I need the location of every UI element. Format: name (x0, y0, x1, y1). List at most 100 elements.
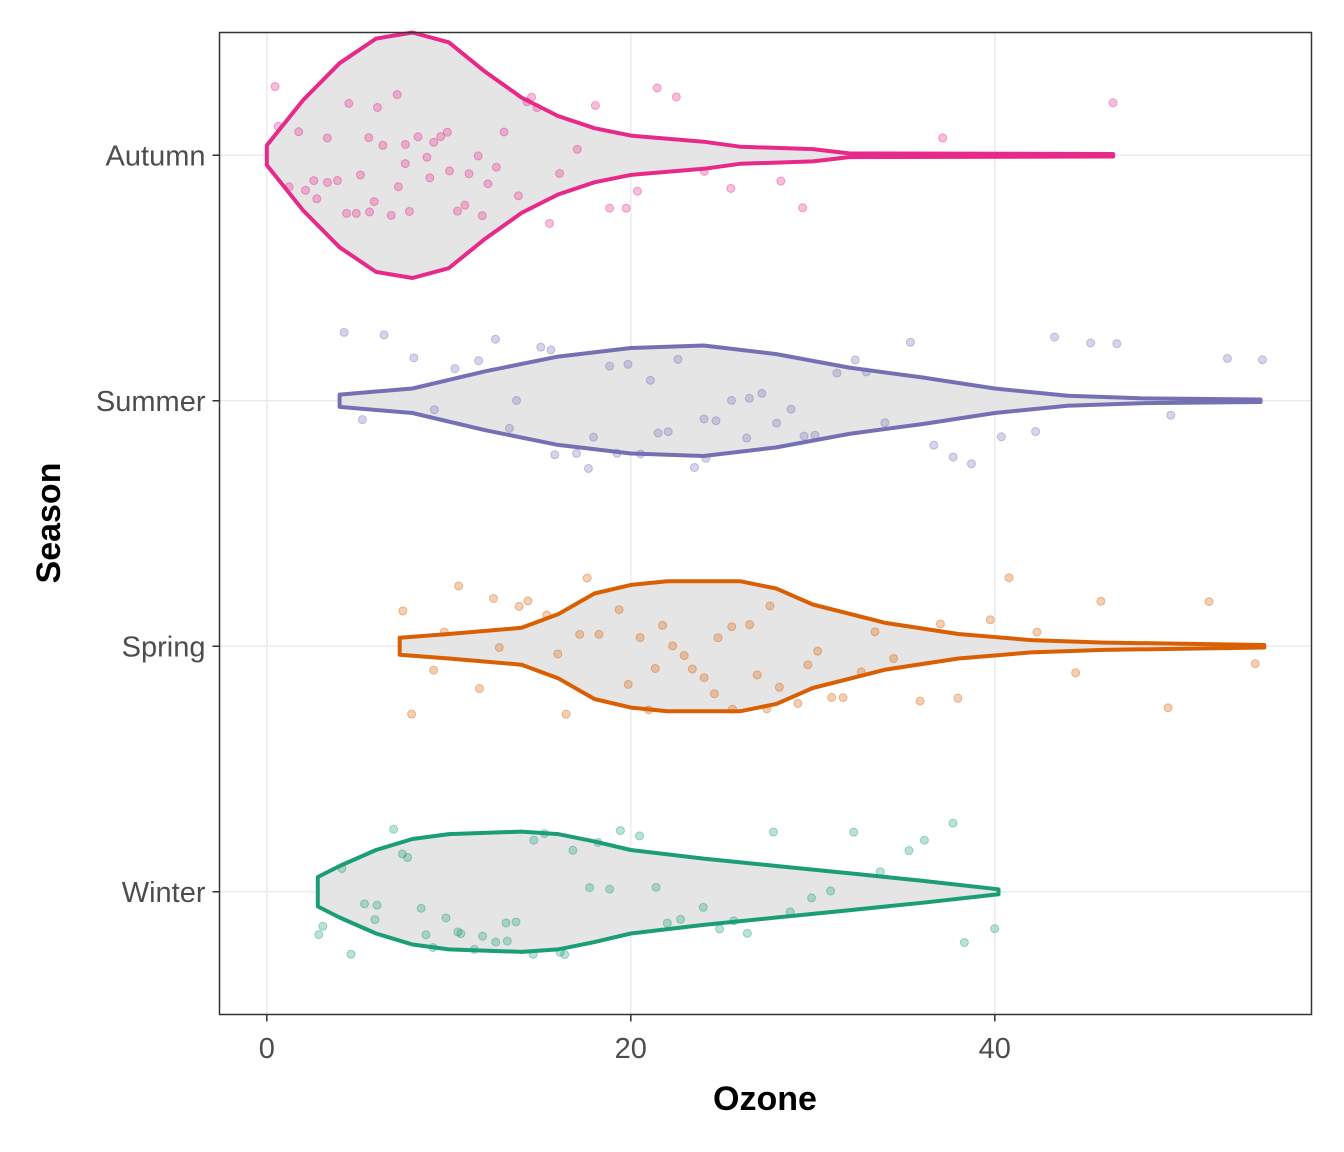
x-axis-title: Ozone (713, 1080, 817, 1118)
x-axis: 0 20 40 (259, 1014, 1011, 1065)
data-point (1032, 627, 1042, 637)
data-point (715, 924, 725, 934)
data-point (386, 210, 396, 220)
data-point (322, 133, 332, 143)
data-point (1166, 410, 1176, 420)
data-point (398, 606, 408, 616)
data-point (765, 601, 775, 611)
data-point (1050, 332, 1060, 342)
data-point (645, 375, 655, 385)
data-point (400, 159, 410, 169)
data-point (623, 359, 633, 369)
data-point (301, 185, 311, 195)
data-point (605, 361, 615, 371)
data-point (294, 127, 304, 137)
data-point (454, 581, 464, 591)
data-point (699, 673, 709, 683)
data-point (1257, 355, 1267, 365)
violin-outline (315, 829, 1001, 954)
data-point (711, 416, 721, 426)
data-point (378, 140, 388, 150)
data-point (546, 345, 556, 355)
data-point (389, 824, 399, 834)
data-point (332, 176, 342, 186)
data-point (364, 133, 374, 143)
violin-fill (266, 32, 1114, 278)
violin-outline (337, 343, 1263, 458)
y-tick-label: Spring (122, 631, 206, 663)
data-point (491, 162, 501, 172)
data-point (504, 423, 514, 433)
data-point (560, 950, 570, 960)
data-point (745, 620, 755, 630)
violin-fill (399, 581, 1265, 712)
data-point (959, 938, 969, 948)
data-point (314, 930, 324, 940)
data-point (668, 641, 678, 651)
violin-winter (314, 818, 1001, 960)
data-point (355, 170, 365, 180)
y-tick-label: Autumn (106, 140, 206, 172)
y-tick-label: Winter (122, 877, 206, 909)
data-point (838, 693, 848, 703)
data-point (985, 615, 995, 625)
data-point (379, 330, 389, 340)
data-point (409, 353, 419, 363)
data-point (312, 194, 322, 204)
data-point (727, 395, 737, 405)
data-point (407, 709, 417, 719)
data-point (615, 826, 625, 836)
data-point (966, 459, 976, 469)
data-point (614, 605, 624, 615)
data-point (590, 100, 600, 110)
data-point (813, 646, 823, 656)
data-point (996, 432, 1006, 442)
data-point (1112, 339, 1122, 349)
data-point (793, 698, 803, 708)
data-point (605, 203, 615, 213)
data-point (561, 709, 571, 719)
x-tick-label: 0 (259, 1033, 275, 1065)
data-point (523, 596, 533, 606)
data-point (502, 936, 512, 946)
data-point (676, 914, 686, 924)
data-point (422, 152, 432, 162)
data-point (501, 918, 511, 928)
data-point (1163, 703, 1173, 713)
data-point (1108, 98, 1118, 108)
data-point (342, 208, 352, 218)
data-point (663, 427, 673, 437)
data-point (372, 900, 382, 910)
data-point (513, 191, 523, 201)
violin-summer (337, 327, 1267, 473)
data-point (322, 177, 332, 187)
data-point (662, 918, 672, 928)
data-point (827, 692, 837, 702)
data-point (404, 206, 414, 216)
data-point (452, 206, 462, 216)
data-point (776, 176, 786, 186)
data-point (582, 573, 592, 583)
data-point (919, 835, 929, 845)
data-point (709, 689, 719, 699)
data-point (757, 388, 767, 398)
data-point (344, 98, 354, 108)
data-point (372, 102, 382, 112)
data-point (553, 649, 563, 659)
violin-fill (317, 831, 999, 952)
data-point (938, 133, 948, 143)
data-point (652, 83, 662, 93)
data-point (935, 619, 945, 629)
data-point (583, 463, 593, 473)
data-point (429, 665, 439, 675)
data-point (369, 197, 379, 207)
data-point (786, 404, 796, 414)
data-point (726, 183, 736, 193)
data-point (727, 622, 737, 632)
data-point (650, 664, 660, 673)
data-point (635, 831, 645, 841)
data-point (772, 418, 782, 428)
data-point (464, 169, 474, 179)
data-point (436, 132, 446, 142)
data-point (393, 182, 403, 192)
